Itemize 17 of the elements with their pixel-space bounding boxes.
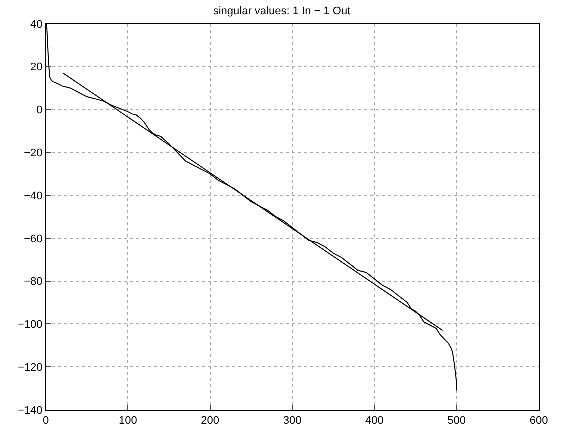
y-tick-label: −40 [24,190,43,202]
x-tick-label: 200 [201,415,220,428]
y-tick-label: −120 [18,362,43,374]
y-tick-label: 0 [36,104,43,117]
x-tick-label: 300 [283,415,302,428]
y-tick-label: −80 [24,276,43,288]
x-tick-label: 500 [448,415,466,428]
y-tick-label: −60 [24,233,43,246]
y-tick-label: −20 [24,148,43,160]
y-tick-label: 40 [30,18,43,31]
x-tick-label: 100 [118,415,138,428]
chart-title: singular values: 1 In − 1 Out [213,5,351,18]
x-tick-label: 600 [530,415,548,428]
y-tick-label: 20 [30,62,43,74]
y-tick-label: −140 [18,404,43,417]
y-tick-label: −100 [18,319,43,332]
x-tick-label: 400 [365,415,384,428]
